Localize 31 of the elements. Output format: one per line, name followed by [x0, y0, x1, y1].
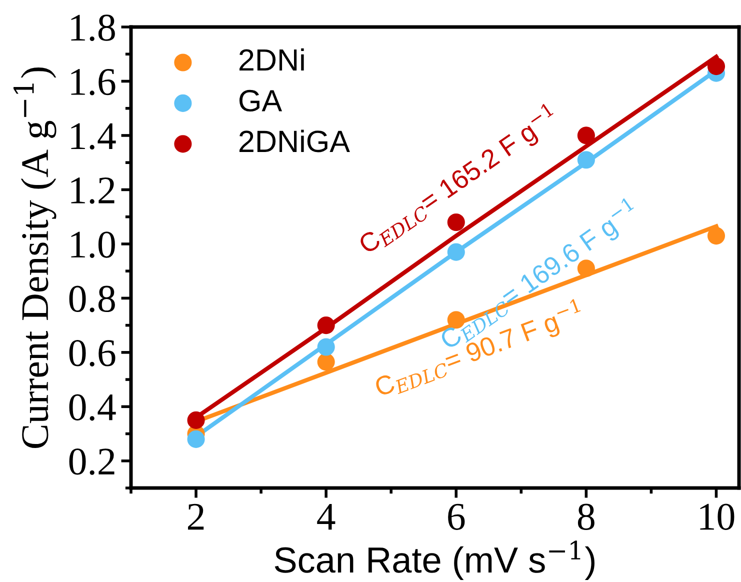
y-tick-label: 1.8 [71, 14, 115, 42]
point [317, 316, 335, 334]
point [577, 126, 595, 144]
point [317, 353, 335, 371]
y-tick-label: 1.0 [71, 232, 115, 258]
legend-label: 2DNi [239, 48, 304, 71]
x-tick-label: 6 [448, 504, 465, 530]
legend-label: 2DNiGA [239, 130, 350, 152]
point [577, 151, 595, 169]
y-tick-label: 1.6 [71, 68, 116, 96]
point [187, 411, 205, 429]
point [707, 58, 726, 76]
y-tick-label: 0.8 [69, 286, 115, 312]
y-tick-label: 0.2 [69, 448, 114, 475]
point [187, 430, 205, 448]
point [447, 243, 465, 261]
x-tick-label: 8 [578, 504, 594, 530]
x-tick-label: 4 [317, 504, 336, 530]
y-tick-label: 1.4 [71, 123, 116, 150]
point [707, 227, 726, 245]
annotation: C$_{EDLC}$= 165.2 F g$^{−1}$ [357, 102, 554, 254]
x-tick-label: 10 [700, 504, 734, 530]
point [447, 213, 465, 232]
y-tick-label: 0.4 [69, 394, 116, 421]
y-axis-title: Current Density (A g$^{−1}$) [14, 67, 56, 448]
y-tick-label: 0.6 [69, 340, 116, 366]
x-axis-title: Scan Rate (mV s$^{−1}$) [274, 540, 594, 580]
legend-label: GA [239, 90, 282, 112]
x-tick-label: 2 [188, 504, 204, 530]
point [317, 338, 335, 356]
y-tick-label: 1.2 [71, 177, 114, 204]
